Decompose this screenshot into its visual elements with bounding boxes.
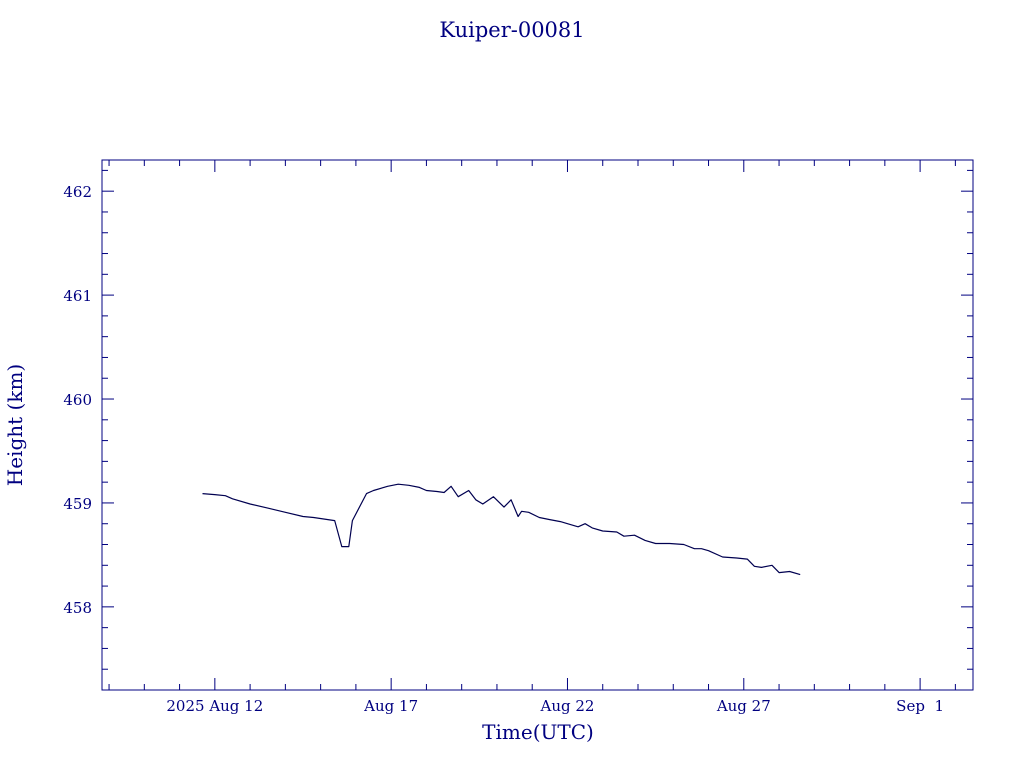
series-line (202, 483, 801, 576)
x-tick-label: Aug 17 (363, 697, 418, 715)
x-tick-label: Aug 27 (716, 697, 771, 715)
y-tick-label: 459 (63, 495, 92, 513)
y-tick-label: 461 (63, 287, 92, 305)
plot-frame (101, 159, 974, 691)
y-tick-label: 462 (63, 183, 92, 201)
x-tick-label: Aug 22 (539, 697, 594, 715)
y-axis-label: Height (km) (3, 364, 27, 486)
x-tick-labels: 2025 Aug 12 Aug 17 Aug 22 Aug 27 Sep 1 (166, 697, 944, 715)
y-tick-labels: 458 459 460 461 462 (63, 183, 92, 617)
y-tick-label: 458 (63, 599, 92, 617)
chart-title: Kuiper-00081 (439, 18, 584, 42)
y-tick-label: 460 (63, 391, 92, 409)
x-axis-label: Time(UTC) (482, 720, 594, 744)
x-tick-label: 2025 Aug 12 (166, 697, 263, 715)
x-tick-label: Sep 1 (896, 697, 944, 715)
axis-ticks (102, 160, 973, 691)
